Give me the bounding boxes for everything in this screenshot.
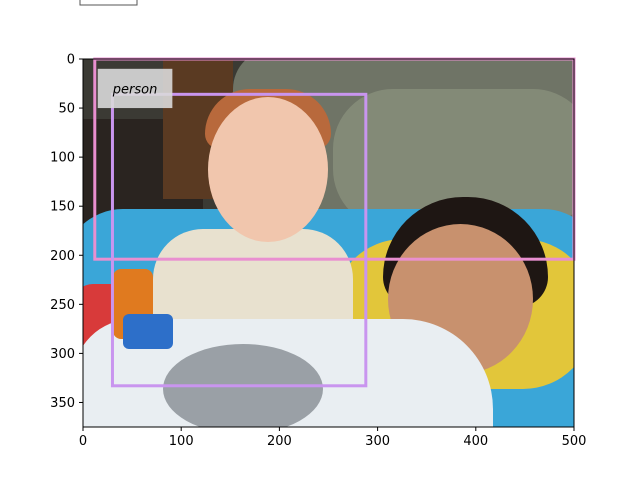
- x-axis: 0 100 200 300 400 500: [79, 427, 587, 449]
- annotation-box: [97, 68, 173, 109]
- x-tick-label: 0: [79, 434, 87, 449]
- annotation: person: [97, 68, 173, 109]
- y-axis: 0 50 100 150 200 250 300 350: [50, 53, 83, 411]
- annotation-label: person: [112, 82, 158, 97]
- x-tick-label: 100: [169, 434, 194, 449]
- axes-spines: [82, 58, 575, 428]
- axes-frame: [82, 58, 575, 428]
- x-tick-label: 300: [365, 434, 390, 449]
- legend-box: [79, 0, 138, 6]
- y-tick-label: 250: [50, 298, 75, 313]
- y-tick-label: 50: [58, 102, 75, 117]
- y-tick-label: 300: [50, 347, 75, 362]
- y-tick-label: 200: [50, 249, 75, 264]
- y-tick-label: 0: [67, 53, 75, 68]
- x-tick-label: 200: [267, 434, 292, 449]
- x-tick-label: 400: [463, 434, 488, 449]
- bbox-2: [110, 92, 368, 388]
- y-tick-label: 150: [50, 200, 75, 215]
- y-tick-label: 350: [50, 396, 75, 411]
- photo-image: [83, 59, 574, 427]
- y-tick-label: 100: [50, 151, 75, 166]
- x-tick-label: 500: [562, 434, 587, 449]
